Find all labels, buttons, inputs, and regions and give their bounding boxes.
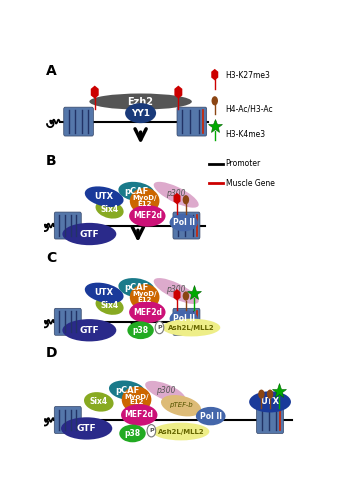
Ellipse shape bbox=[85, 282, 124, 303]
FancyBboxPatch shape bbox=[54, 212, 81, 239]
Text: Muscle Gene: Muscle Gene bbox=[226, 178, 275, 188]
Text: MEF2d: MEF2d bbox=[125, 410, 154, 420]
Text: Ash2L/MLL2: Ash2L/MLL2 bbox=[158, 428, 204, 434]
Text: GTF: GTF bbox=[80, 230, 99, 238]
Text: H3-K4me3: H3-K4me3 bbox=[226, 130, 266, 139]
Text: H3-K27me3: H3-K27me3 bbox=[226, 71, 270, 80]
Ellipse shape bbox=[196, 407, 226, 426]
Ellipse shape bbox=[85, 186, 124, 207]
Circle shape bbox=[267, 390, 273, 399]
Text: pCAF: pCAF bbox=[115, 386, 139, 395]
Text: p38: p38 bbox=[125, 429, 141, 438]
Text: UTX: UTX bbox=[261, 398, 279, 406]
Text: MEF2d: MEF2d bbox=[133, 212, 162, 220]
Text: pCAF: pCAF bbox=[125, 187, 149, 196]
FancyBboxPatch shape bbox=[54, 406, 81, 434]
FancyBboxPatch shape bbox=[256, 406, 284, 434]
Text: p300: p300 bbox=[156, 386, 175, 395]
Text: UTX: UTX bbox=[95, 288, 114, 298]
Text: Pol II: Pol II bbox=[173, 218, 195, 227]
Text: Six4: Six4 bbox=[101, 301, 119, 310]
Text: Six4: Six4 bbox=[101, 205, 119, 214]
Text: P: P bbox=[149, 428, 154, 434]
FancyBboxPatch shape bbox=[54, 308, 81, 336]
Text: pCAF: pCAF bbox=[125, 284, 149, 292]
Ellipse shape bbox=[169, 214, 198, 232]
Circle shape bbox=[155, 322, 164, 334]
FancyBboxPatch shape bbox=[64, 107, 93, 136]
Ellipse shape bbox=[161, 395, 201, 416]
Ellipse shape bbox=[154, 182, 199, 208]
Text: Pol II: Pol II bbox=[173, 314, 195, 323]
Text: pTEF-b: pTEF-b bbox=[169, 402, 193, 407]
Text: p300: p300 bbox=[166, 189, 186, 198]
Ellipse shape bbox=[169, 310, 198, 328]
Ellipse shape bbox=[129, 205, 166, 227]
Circle shape bbox=[183, 195, 189, 204]
Ellipse shape bbox=[154, 278, 199, 304]
Ellipse shape bbox=[125, 103, 156, 123]
Text: Promoter: Promoter bbox=[226, 160, 261, 168]
Ellipse shape bbox=[84, 392, 113, 411]
Ellipse shape bbox=[119, 424, 146, 442]
Ellipse shape bbox=[109, 380, 145, 400]
Text: Six4: Six4 bbox=[90, 398, 108, 406]
Ellipse shape bbox=[145, 381, 185, 403]
Text: A: A bbox=[46, 64, 57, 78]
Text: H4-Ac/H3-Ac: H4-Ac/H3-Ac bbox=[226, 105, 273, 114]
Circle shape bbox=[258, 390, 264, 399]
Circle shape bbox=[212, 96, 218, 106]
Text: MEF2d: MEF2d bbox=[133, 308, 162, 316]
Ellipse shape bbox=[130, 188, 159, 214]
FancyBboxPatch shape bbox=[177, 107, 207, 136]
Text: p300: p300 bbox=[166, 286, 186, 294]
Text: p38: p38 bbox=[133, 326, 149, 335]
Ellipse shape bbox=[122, 386, 151, 412]
Ellipse shape bbox=[127, 322, 154, 339]
Circle shape bbox=[183, 292, 189, 300]
Text: Pol II: Pol II bbox=[200, 412, 222, 420]
Text: Ash2L/MLL2: Ash2L/MLL2 bbox=[168, 324, 215, 330]
Ellipse shape bbox=[130, 284, 159, 310]
Text: YY1: YY1 bbox=[131, 108, 150, 118]
Text: P: P bbox=[157, 325, 162, 330]
Ellipse shape bbox=[121, 404, 157, 426]
Ellipse shape bbox=[249, 392, 291, 412]
FancyBboxPatch shape bbox=[173, 212, 200, 239]
Ellipse shape bbox=[61, 418, 112, 440]
FancyBboxPatch shape bbox=[173, 308, 200, 336]
Ellipse shape bbox=[118, 182, 155, 202]
Ellipse shape bbox=[62, 223, 116, 245]
Ellipse shape bbox=[129, 302, 166, 323]
Text: MyoD/
E12: MyoD/ E12 bbox=[132, 292, 157, 303]
Text: B: B bbox=[46, 154, 57, 168]
Text: MyoD/
E12: MyoD/ E12 bbox=[132, 195, 157, 206]
Ellipse shape bbox=[153, 422, 209, 440]
Text: C: C bbox=[46, 250, 56, 264]
Ellipse shape bbox=[96, 296, 124, 315]
Ellipse shape bbox=[89, 94, 192, 110]
Ellipse shape bbox=[162, 318, 220, 336]
Ellipse shape bbox=[62, 319, 116, 342]
Text: UTX: UTX bbox=[95, 192, 114, 201]
Text: D: D bbox=[46, 346, 58, 360]
Text: MyoD/
E12: MyoD/ E12 bbox=[124, 394, 149, 406]
Ellipse shape bbox=[96, 200, 124, 218]
Text: GTF: GTF bbox=[77, 424, 96, 433]
Text: Ezh2: Ezh2 bbox=[128, 96, 153, 106]
Text: GTF: GTF bbox=[80, 326, 99, 335]
Ellipse shape bbox=[118, 278, 155, 298]
Circle shape bbox=[147, 424, 156, 437]
